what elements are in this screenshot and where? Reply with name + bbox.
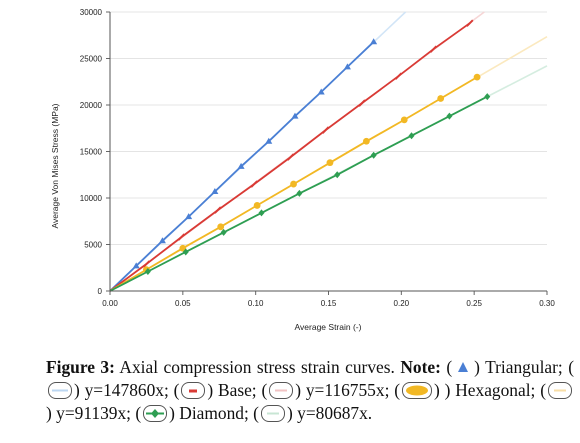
base-fit-swatch-icon <box>269 382 294 399</box>
data-point <box>144 267 151 275</box>
data-point <box>408 132 415 140</box>
data-point <box>358 99 366 107</box>
data-point <box>473 73 481 81</box>
data-point <box>177 233 186 241</box>
caption-text: Axial compression stress strain curves. <box>114 357 401 377</box>
caption-t4: ) y=116755x; ( <box>295 380 401 400</box>
data-point <box>182 248 189 256</box>
data-point <box>321 126 330 134</box>
data-point <box>296 189 303 197</box>
data-point <box>429 45 438 53</box>
caption-t5: ) Hexagonal; ( <box>444 380 546 400</box>
hexagonal-marker-icon <box>402 382 433 399</box>
caption-t3: ) Base; ( <box>207 380 268 400</box>
caption-t7: ) Diamond; ( <box>169 403 259 423</box>
data-point <box>290 180 297 188</box>
y-tick-label: 5000 <box>84 241 102 250</box>
data-point <box>370 151 377 159</box>
x-tick-label: 0.05 <box>175 299 191 308</box>
data-point <box>446 112 453 120</box>
data-point <box>142 260 151 268</box>
diamond-fit-swatch-icon <box>260 405 285 422</box>
data-point <box>286 153 295 161</box>
triangle-marker-icon <box>454 359 472 376</box>
diamond-marker-icon <box>143 405 168 422</box>
x-tick-label: 0.15 <box>321 299 337 308</box>
data-point <box>211 187 219 194</box>
data-point <box>132 262 140 269</box>
axes: 0 5000 10000 15000 20000 25000 30000 0.00 0.05 0.… <box>80 8 556 308</box>
y-tick-label: 10000 <box>80 194 103 203</box>
x-tick-label: 0.10 <box>248 299 264 308</box>
data-point <box>250 180 258 188</box>
y-tick-label: 0 <box>98 287 103 296</box>
data-point <box>400 116 408 124</box>
data-point <box>291 112 299 119</box>
data-point <box>158 237 166 244</box>
caption-t2: ) y=147860x; ( <box>74 380 180 400</box>
y-tick-label: 15000 <box>80 148 103 157</box>
x-axis-label: Average Strain (-) <box>295 322 362 332</box>
data-point <box>185 213 193 220</box>
caption-label: Figure 3: <box>46 357 115 377</box>
gridlines <box>110 11 547 245</box>
x-tick-label: 0.30 <box>539 299 555 308</box>
base-marker-icon <box>181 382 206 399</box>
x-tick-label: 0.25 <box>466 299 482 308</box>
figure-caption: Figure 3: Axial compression stress strai… <box>46 357 574 423</box>
hexagonal-fit-swatch-icon <box>548 382 572 399</box>
data-point <box>317 88 325 95</box>
data-point <box>265 137 273 144</box>
caption-t1: Triangular; ( <box>485 357 574 377</box>
data-point <box>343 63 351 70</box>
data-point <box>484 93 491 101</box>
data-point <box>258 209 265 217</box>
x-tick-label: 0.20 <box>394 299 410 308</box>
data-point <box>437 95 445 102</box>
data-point <box>214 206 222 214</box>
triangular-fit-swatch-icon <box>48 382 72 399</box>
caption-note: Note: <box>400 357 441 377</box>
data-point <box>466 19 474 27</box>
data-point <box>370 38 378 45</box>
caption-t8: ) y=80687x. <box>286 403 373 423</box>
data-series <box>109 19 491 292</box>
x-tick-label: 0.00 <box>102 299 118 308</box>
data-point <box>334 171 341 179</box>
stress-strain-chart: 0 5000 10000 15000 20000 25000 30000 0.00 0.05 0.… <box>50 8 556 332</box>
y-tick-label: 30000 <box>80 8 103 17</box>
caption-t6: ) y=91139x; ( <box>46 403 142 423</box>
y-tick-label: 25000 <box>80 55 103 64</box>
data-point <box>326 159 334 167</box>
data-point <box>253 202 261 209</box>
data-point <box>237 162 245 169</box>
data-point <box>394 72 403 80</box>
y-tick-label: 20000 <box>80 101 103 110</box>
data-point <box>362 137 370 145</box>
data-point <box>220 228 227 236</box>
data-point <box>217 223 225 231</box>
y-axis-label: Average Von Mises Stress (MPa) <box>50 103 60 228</box>
